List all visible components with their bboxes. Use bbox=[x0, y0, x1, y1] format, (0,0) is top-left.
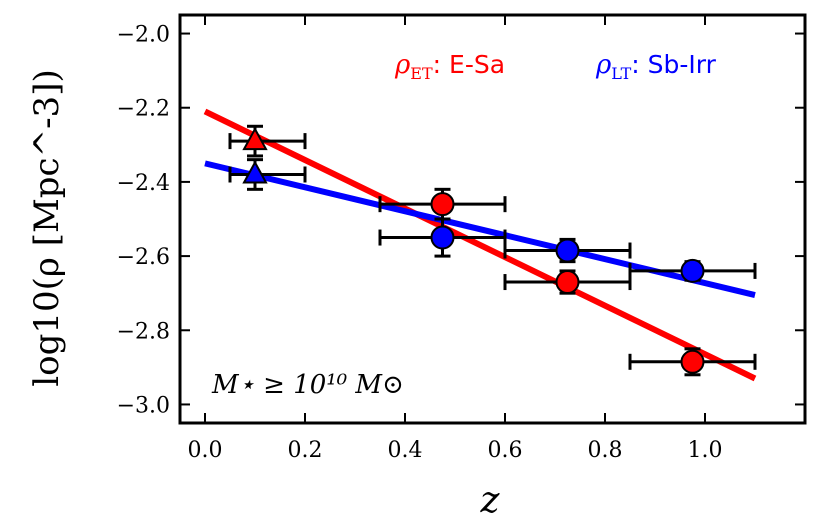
fit-lines bbox=[203, 108, 757, 382]
y-tick-label: −2.2 bbox=[117, 97, 170, 122]
circle-marker-series-1 bbox=[680, 258, 705, 283]
fit-line-series-0 bbox=[203, 108, 757, 382]
y-axis-title: log10(ρ [Mpc^-3]) bbox=[27, 69, 67, 386]
legend-entry-early-type: ρET: E-Sa bbox=[394, 50, 505, 83]
circle-marker-series-0 bbox=[430, 192, 455, 217]
axis-ticks: 0.0 0.2 0.4 0.6 0.8 1.0 −2.0 −2.2 −2.4 −2.6 −2.8 −3… bbox=[117, 15, 805, 463]
x-tick-label: 0.6 bbox=[488, 438, 523, 463]
data-markers bbox=[242, 127, 705, 374]
circle-marker-series-0 bbox=[555, 270, 580, 295]
circle-marker-series-0 bbox=[680, 349, 705, 374]
x-axis-title: z bbox=[480, 480, 501, 521]
x-tick-label: 0.0 bbox=[188, 438, 223, 463]
legend-label: : E-Sa bbox=[433, 50, 505, 79]
y-tick-label: −2.0 bbox=[117, 23, 170, 48]
x-tick-label: 1.0 bbox=[688, 438, 723, 463]
plot-frame bbox=[178, 13, 807, 425]
mass-cut-annotation: M⋆ ≥ 10¹⁰ M⊙ bbox=[211, 370, 404, 400]
triangle-marker-series-0 bbox=[242, 127, 268, 151]
legend-symbol: ρ bbox=[595, 50, 612, 80]
y-tick-label: −3.0 bbox=[117, 393, 170, 418]
y-tick-label: −2.8 bbox=[117, 319, 170, 344]
y-tick-label: −2.6 bbox=[117, 245, 170, 270]
legend-symbol: ρ bbox=[394, 50, 411, 80]
x-tick-label: 0.2 bbox=[288, 438, 323, 463]
legend-subscript: ET bbox=[410, 64, 433, 83]
fit-line-series-1 bbox=[204, 160, 756, 298]
circle-marker-series-1 bbox=[555, 238, 580, 263]
y-tick-label: −2.4 bbox=[117, 171, 170, 196]
x-tick-label: 0.4 bbox=[388, 438, 423, 463]
legend-entry-late-type: ρLT: Sb-Irr bbox=[595, 50, 717, 83]
triangle-marker-series-1 bbox=[242, 160, 268, 184]
legend-subscript: LT bbox=[611, 64, 631, 83]
circle-marker-series-1 bbox=[430, 225, 455, 250]
legend-label: : Sb-Irr bbox=[631, 50, 716, 79]
x-tick-label: 0.8 bbox=[588, 438, 623, 463]
